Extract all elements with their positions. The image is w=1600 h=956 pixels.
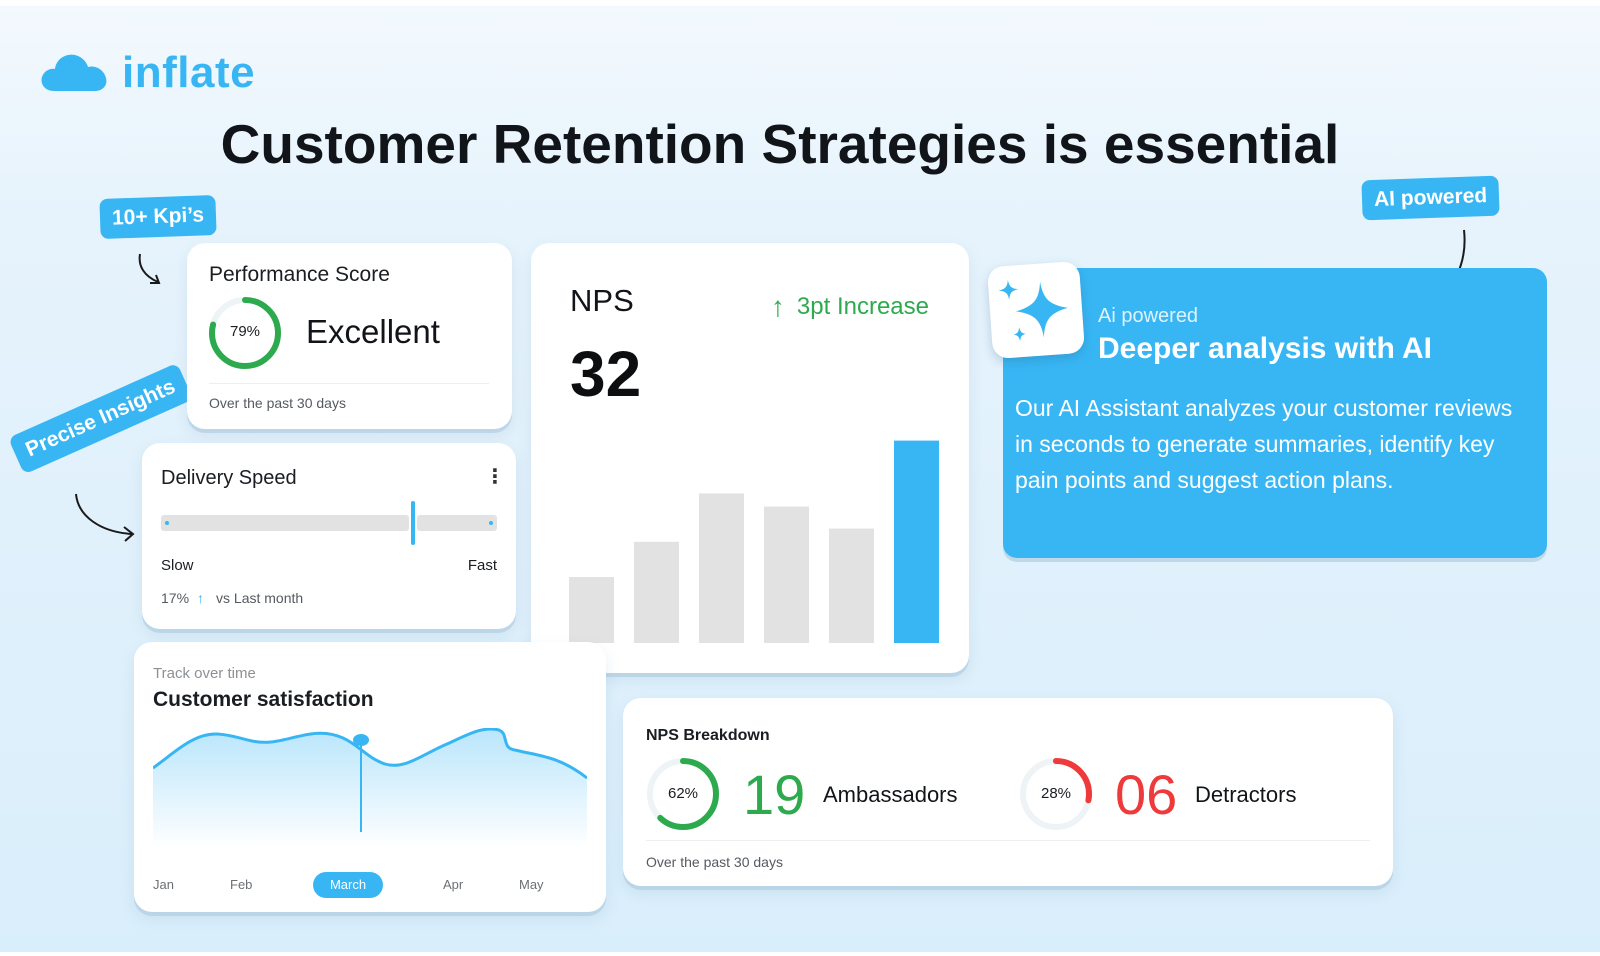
performance-ring <box>209 297 281 369</box>
satisfaction-line-chart <box>153 728 587 848</box>
breakdown-title: NPS Breakdown <box>646 727 770 744</box>
delivery-slider[interactable] <box>161 501 497 545</box>
ambassadors-ring <box>647 758 719 830</box>
nps-bar-chart <box>569 440 939 643</box>
sparkle-icon <box>998 279 1068 342</box>
ai-title: Deeper analysis with AI <box>1098 332 1433 365</box>
nps-title: NPS <box>570 283 634 318</box>
satisfaction-subtitle: Track over time <box>153 665 256 682</box>
performance-rating: Excellent <box>306 313 440 350</box>
sparkle-badge <box>986 260 1086 360</box>
breakdown-footer: Over the past 30 days <box>646 854 783 870</box>
nps-increase-label: 3pt Increase <box>796 293 929 320</box>
ai-small-label: Ai powered <box>1098 305 1199 327</box>
arrow-icon <box>138 253 161 284</box>
arrow-up-icon: ↑ <box>197 590 205 606</box>
performance-title: Performance Score <box>209 263 390 286</box>
month-march[interactable]: March <box>313 872 383 898</box>
slow-label: Slow <box>161 557 194 574</box>
month-may[interactable]: May <box>519 877 544 892</box>
nps-bar <box>699 493 744 643</box>
cloud-icon <box>41 54 107 91</box>
delivery-title: Delivery Speed <box>161 467 297 489</box>
nps-bar <box>569 577 614 643</box>
performance-percent: 79% <box>229 323 261 340</box>
detractors-label: Detractors <box>1195 782 1297 807</box>
page-title: Customer Retention Strategies is essenti… <box>220 113 1340 175</box>
fast-label: Fast <box>467 557 497 574</box>
delivery-card: Delivery Speed ⋮ Slow Fast 17% ↑ vs Last… <box>142 443 516 629</box>
arrow-icon <box>75 493 135 542</box>
brand-logo: inflate <box>40 48 255 98</box>
nps-increase: ↑ 3pt Increase <box>771 291 929 323</box>
satisfaction-title: Customer satisfaction <box>153 688 374 711</box>
satisfaction-card: Track over time Customer satisfaction Ja… <box>134 642 606 912</box>
ambassadors-label: Ambassadors <box>823 782 958 807</box>
detractors-count: 06 <box>1115 763 1178 826</box>
canvas: inflate Customer Retention Strategies is… <box>0 6 1600 952</box>
nps-bar <box>764 506 809 643</box>
nps-card: NPS 32 ↑ 3pt Increase <box>531 243 969 673</box>
ambassadors-count: 19 <box>743 763 806 826</box>
month-jan[interactable]: Jan <box>153 877 174 892</box>
nps-bar <box>634 541 679 643</box>
ambassadors-percent: 62% <box>667 785 699 802</box>
nps-value: 32 <box>570 338 642 410</box>
tag-kpis: 10+ Kpi’s <box>99 194 217 240</box>
detractors-ring <box>1020 758 1092 830</box>
month-feb[interactable]: Feb <box>230 877 253 892</box>
tag-ai: AI powered <box>1361 175 1500 221</box>
delivery-change: 17% <box>161 590 190 606</box>
performance-card: Performance Score 79% Excellent Over the… <box>187 243 512 429</box>
month-apr[interactable]: Apr <box>443 877 464 892</box>
detractors-percent: 28% <box>1040 785 1072 802</box>
delivery-change-suffix: vs Last month <box>216 590 304 606</box>
nps-bar <box>829 528 874 643</box>
performance-footer: Over the past 30 days <box>209 395 346 411</box>
nps-bar <box>894 440 939 643</box>
more-options-icon[interactable]: ⋮ <box>485 466 505 488</box>
brand-name: inflate <box>122 48 256 97</box>
arrow-up-icon: ↑ <box>770 291 785 322</box>
slider-handle[interactable] <box>411 501 415 545</box>
breakdown-card: NPS Breakdown 62% 19 Ambassadors 28% 06 … <box>623 698 1393 886</box>
ai-card: Ai powered Deeper analysis with AI Our A… <box>1003 268 1547 558</box>
ai-body: Our AI Assistant analyzes your customer … <box>1015 395 1513 493</box>
